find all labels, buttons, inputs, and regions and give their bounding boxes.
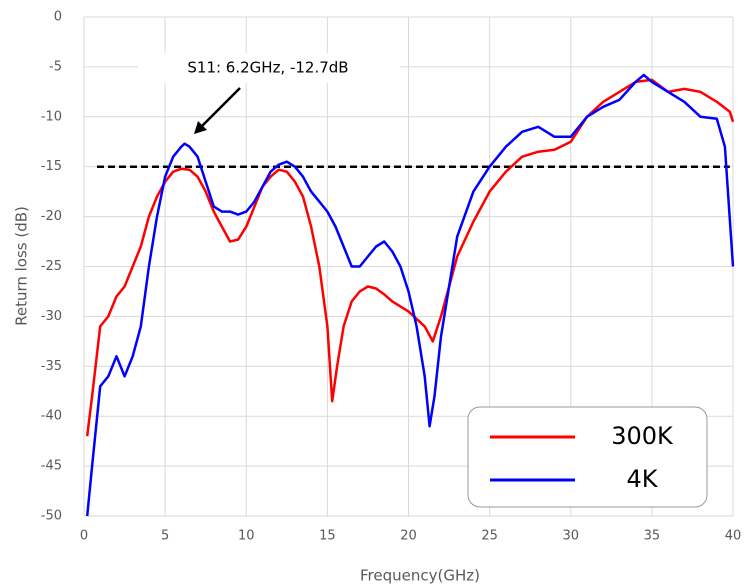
y-tick-label: -30 [41,309,62,324]
annotation-arrow [199,87,241,129]
y-tick-label: -20 [41,209,62,224]
x-tick-label: 40 [725,529,742,544]
y-tick-label: 0 [54,10,62,25]
y-tick-label: -15 [41,159,62,174]
legend-label: 300K [611,422,674,450]
legend-box [467,406,708,508]
x-axis-title: Frequency(GHz) [360,567,480,585]
y-tick-label: -35 [41,359,62,374]
series-line [85,73,735,517]
annotation: S11: 6.2GHz, -12.7dB [187,59,348,77]
x-tick-label: 30 [562,529,579,544]
x-tick-label: 25 [481,529,498,544]
x-tick-label: 35 [644,529,661,544]
y-tick-label: -40 [41,409,62,424]
plot-lines [85,73,735,517]
series-line [85,78,735,437]
y-tick-label: -25 [41,259,62,274]
legend: 300K 4K [490,422,674,493]
y-tick-label: -45 [41,459,62,474]
x-tick-label: 10 [238,529,255,544]
arrow-head [194,121,207,134]
y-tick-label: -50 [41,509,62,524]
y-axis-title: Return loss (dB) [13,206,31,326]
x-tick-label: 5 [161,529,169,544]
legend-label: 4K [626,465,658,493]
y-tick-label: -5 [49,59,62,74]
annotation-bg [138,53,400,83]
x-tick-label: 20 [400,529,417,544]
x-tick-label: 0 [80,529,88,544]
x-tick-label: 15 [319,529,336,544]
y-tick-label: -10 [41,109,62,124]
